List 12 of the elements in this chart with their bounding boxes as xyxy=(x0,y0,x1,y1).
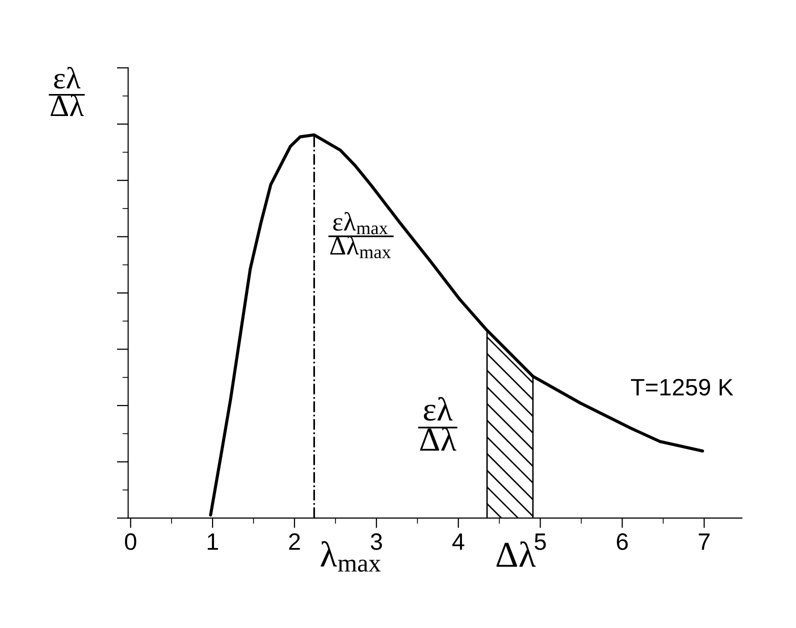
annotation: ελ$_{max}$ Δλ$_{max}$ xyxy=(330,212,391,258)
x-tick-label: 2 xyxy=(289,533,300,550)
x-tick-label: 0 xyxy=(124,533,136,550)
x-tick-label: 4 xyxy=(452,534,464,550)
x-tick-label: 1 xyxy=(208,534,218,550)
annotation: ελ Δλ xyxy=(420,396,456,451)
x-tick-label: 7 xyxy=(698,534,710,550)
annotation: T=1259 K xyxy=(630,378,734,396)
x-tick-label: 5 xyxy=(534,534,546,550)
x-tick-label: 6 xyxy=(616,533,628,550)
annotation: Δλ xyxy=(496,541,536,567)
y-axis-title: ελ Δλ xyxy=(50,66,84,116)
